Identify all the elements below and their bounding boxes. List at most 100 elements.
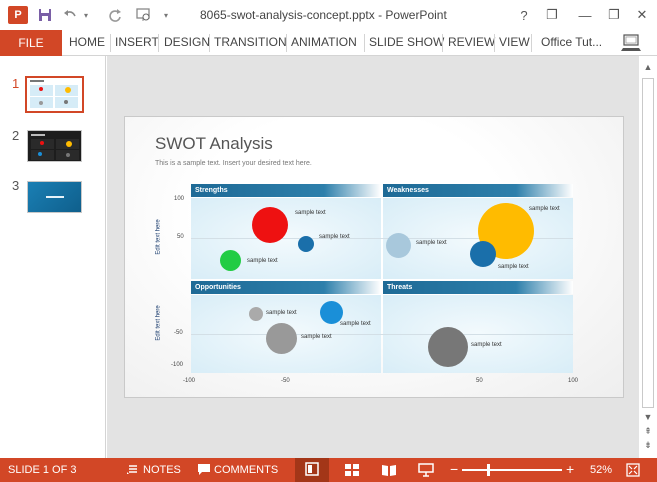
- bubble-opportunities-gray[interactable]: [266, 323, 297, 354]
- reading-view-icon[interactable]: [381, 462, 397, 478]
- bubble-label: sample text: [498, 264, 529, 270]
- slide-editing-area[interactable]: SWOT Analysis This is a sample text. Ins…: [107, 56, 639, 458]
- x-tick: -50: [281, 378, 290, 384]
- help-button[interactable]: ?: [520, 7, 528, 23]
- previous-slide-icon[interactable]: ⇞: [644, 426, 652, 436]
- close-button[interactable]: ✕: [636, 7, 648, 22]
- tab-animation[interactable]: ANIMATION: [291, 35, 357, 49]
- bubble-label: sample text: [471, 342, 502, 348]
- next-slide-icon[interactable]: ⇟: [644, 440, 652, 450]
- bubble-strengths-red[interactable]: [252, 207, 288, 243]
- notes-icon[interactable]: [126, 462, 142, 478]
- slide-number: 1: [12, 76, 20, 91]
- window-title: 8065-swot-analysis-concept.pptx - PowerP…: [200, 8, 447, 22]
- y-tick: -50: [174, 330, 183, 336]
- slide-number: 2: [12, 128, 20, 143]
- tab-separator: [494, 34, 495, 52]
- slide-thumbnail-1[interactable]: [25, 76, 84, 113]
- tab-separator: [209, 34, 210, 52]
- y-axis-label-bottom[interactable]: Edit text here: [155, 305, 162, 341]
- slide-canvas[interactable]: SWOT Analysis This is a sample text. Ins…: [124, 116, 624, 398]
- zoom-slider-handle[interactable]: [487, 464, 490, 476]
- gridline: [191, 334, 573, 335]
- redo-icon[interactable]: [108, 5, 122, 25]
- status-bar: SLIDE 1 OF 3 NOTES COMMENTS − + 52%: [0, 458, 657, 482]
- slide-thumbnail-2[interactable]: [27, 130, 82, 162]
- tab-separator: [531, 34, 532, 52]
- tab-file[interactable]: FILE: [0, 30, 62, 56]
- restore-button[interactable]: ❐: [608, 7, 620, 22]
- slide-counter: SLIDE 1 OF 3: [8, 464, 77, 476]
- quadrant-header-weaknesses: Weaknesses: [383, 184, 573, 197]
- slide-show-view-icon[interactable]: [418, 462, 434, 478]
- x-tick: 100: [568, 378, 579, 384]
- account-picture-icon[interactable]: [621, 32, 643, 54]
- customize-toolbar-icon[interactable]: ▾: [164, 10, 169, 20]
- quadrant-header-threats: Threats: [383, 281, 573, 294]
- normal-view-icon[interactable]: [295, 458, 329, 482]
- vertical-scrollbar[interactable]: ▲ ▼ ⇞ ⇟: [639, 56, 657, 458]
- zoom-out-button[interactable]: −: [450, 461, 459, 477]
- gridline: [191, 238, 573, 239]
- x-tick: 50: [476, 378, 483, 384]
- zoom-in-button[interactable]: +: [566, 461, 575, 477]
- tab-design[interactable]: DESIGN: [164, 35, 211, 49]
- slide-sorter-view-icon[interactable]: [344, 462, 360, 478]
- tab-separator: [158, 34, 159, 52]
- zoom-slider[interactable]: [462, 469, 562, 471]
- bubble-strengths-blue[interactable]: [298, 236, 314, 252]
- tab-separator: [442, 34, 443, 52]
- slide-subtitle[interactable]: This is a sample text. Insert your desir…: [155, 160, 312, 167]
- bubble-weaknesses-lightblue[interactable]: [386, 233, 411, 258]
- quadrant-header-opportunities: Opportunities: [191, 281, 381, 294]
- tab-separator: [364, 34, 365, 52]
- notes-button[interactable]: NOTES: [143, 464, 181, 476]
- start-from-beginning-icon[interactable]: [136, 5, 152, 25]
- comments-button[interactable]: COMMENTS: [214, 464, 279, 476]
- powerpoint-app-icon[interactable]: P: [8, 6, 28, 24]
- account-name[interactable]: Office Tut...: [541, 35, 603, 49]
- x-tick: -100: [183, 378, 196, 384]
- y-tick: 100: [174, 196, 185, 202]
- ribbon-tabs: FILE HOME INSERT DESIGN TRANSITION ANIMA…: [0, 30, 657, 56]
- tab-review[interactable]: REVIEW: [448, 35, 496, 49]
- quadrant-header-strengths: Strengths: [191, 184, 381, 197]
- bubble-weaknesses-blue[interactable]: [470, 241, 496, 267]
- tab-slide-show[interactable]: SLIDE SHOW: [369, 35, 445, 49]
- scroll-down-icon[interactable]: ▼: [643, 412, 653, 422]
- tab-view[interactable]: VIEW: [499, 35, 530, 49]
- y-tick: -100: [171, 362, 184, 368]
- bubble-label: sample text: [247, 258, 278, 264]
- tab-insert[interactable]: INSERT: [115, 35, 159, 49]
- bubble-label: sample text: [301, 334, 332, 340]
- tab-transition[interactable]: TRANSITION: [214, 35, 287, 49]
- zoom-percent[interactable]: 52%: [590, 464, 613, 476]
- scroll-up-icon[interactable]: ▲: [643, 62, 653, 72]
- slide-thumbnail-pane: 1 2 3: [0, 56, 106, 458]
- fit-slide-to-window-icon[interactable]: [625, 462, 641, 478]
- slide-thumbnail-3[interactable]: [27, 181, 82, 213]
- bubble-opportunities-lightgray[interactable]: [249, 307, 263, 321]
- undo-dropdown-icon[interactable]: ▾: [84, 10, 89, 20]
- bubble-threats-gray[interactable]: [428, 327, 468, 367]
- bubble-strengths-green[interactable]: [220, 250, 241, 271]
- scrollbar-thumb[interactable]: [642, 78, 654, 408]
- undo-icon[interactable]: [62, 5, 78, 25]
- title-bar: P ▾ ▾ 8065-swot-analysis-concept.pptx - …: [0, 0, 657, 30]
- comments-icon[interactable]: [197, 462, 213, 478]
- y-axis-label-top[interactable]: Edit text here: [155, 219, 162, 255]
- bubble-label: sample text: [340, 321, 371, 327]
- bubble-label: sample text: [319, 234, 350, 240]
- bubble-label: sample text: [529, 206, 560, 212]
- slide-title[interactable]: SWOT Analysis: [155, 134, 273, 153]
- tab-separator: [110, 34, 111, 52]
- minimize-button[interactable]: —: [578, 7, 592, 23]
- slide-number: 3: [12, 178, 20, 193]
- bubble-opportunities-blue[interactable]: [320, 301, 343, 324]
- tab-home[interactable]: HOME: [69, 35, 105, 49]
- bubble-label: sample text: [295, 210, 326, 216]
- y-tick: 50: [177, 234, 184, 240]
- tab-separator: [286, 34, 287, 52]
- ribbon-display-options-icon[interactable]: ❐: [546, 7, 558, 22]
- save-icon[interactable]: [38, 5, 52, 25]
